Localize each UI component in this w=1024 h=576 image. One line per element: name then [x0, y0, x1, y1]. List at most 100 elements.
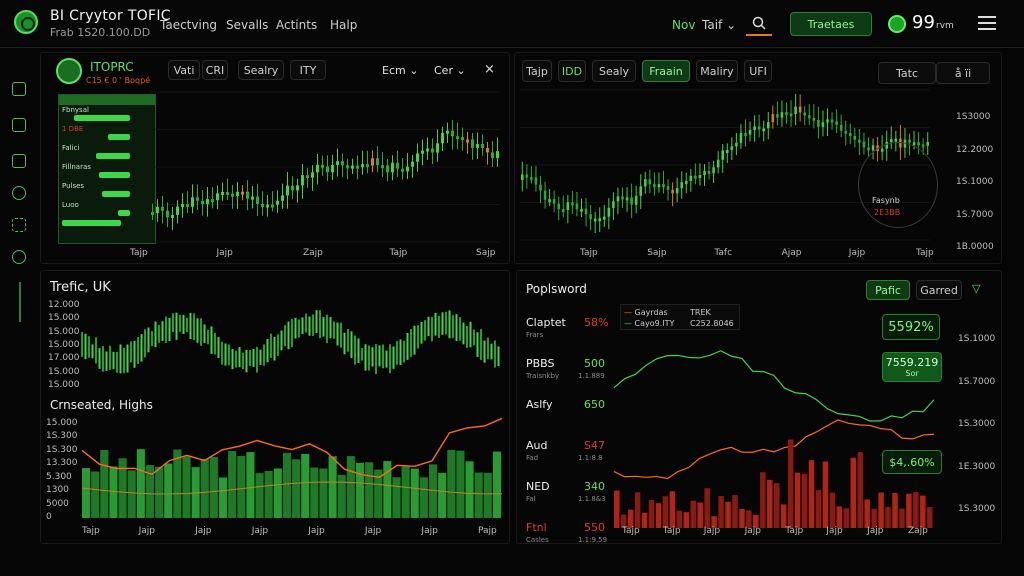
x-tick-label: Jajp — [364, 526, 382, 536]
portfolio-bar — [739, 508, 745, 528]
portfolio-green-line — [613, 350, 935, 422]
candle-body — [630, 197, 633, 205]
candle-body — [644, 179, 647, 187]
dropdown-tl-2[interactable]: Cer ⌄ — [434, 64, 466, 77]
volume-bar — [145, 465, 155, 518]
trades-button[interactable]: Traetaes — [790, 12, 872, 36]
portfolio-bar — [892, 492, 898, 528]
x-tick-label: Zajp — [303, 248, 323, 258]
y-tick-label: 13.300 — [46, 458, 78, 469]
nav-right-item[interactable]: Nov — [672, 18, 696, 32]
candle-body — [381, 165, 384, 169]
portfolio-bar — [641, 512, 648, 528]
x-tick-label: Sajp — [476, 248, 496, 258]
candle-body — [871, 145, 875, 151]
seg-tr-1[interactable]: Tatc — [878, 62, 936, 84]
candle-body — [186, 203, 189, 207]
globe-icon[interactable] — [12, 186, 26, 200]
garred-button[interactable]: Garred — [916, 280, 962, 300]
candle-body — [361, 164, 364, 168]
candle-body — [552, 199, 556, 204]
settings-icon[interactable] — [12, 218, 26, 232]
candle-body — [589, 214, 592, 220]
nav-item-2[interactable]: Sevalls — [226, 18, 269, 32]
candle-body — [271, 204, 274, 208]
hamburger-icon[interactable] — [978, 16, 996, 30]
volume-bar — [91, 471, 100, 518]
candle-body — [767, 122, 770, 129]
asset-value: 58% — [584, 316, 609, 329]
legend-name-1: Gayrdas — [634, 308, 668, 317]
candle-body — [908, 139, 911, 143]
nav-item-1[interactable]: Taectving — [160, 18, 218, 32]
candle-body — [311, 172, 314, 178]
candle-body — [621, 196, 624, 200]
home-icon[interactable] — [12, 82, 26, 96]
volume-bar — [155, 466, 164, 518]
candle-body — [716, 159, 720, 168]
asset-sub: Fad — [526, 454, 539, 462]
candle-body — [849, 133, 852, 137]
volume-bar — [264, 470, 273, 518]
candle-body — [712, 167, 715, 174]
candle-body — [466, 139, 469, 143]
wallet-icon[interactable] — [12, 154, 26, 168]
tab-tr-2[interactable]: IDD — [558, 60, 586, 82]
dropdown-tl-1[interactable]: Ecm ⌄ — [382, 64, 418, 77]
tab-tr-4[interactable]: Fraain — [642, 60, 690, 82]
x-tick-label: Sajp — [647, 248, 667, 258]
nav-item-3[interactable]: Actints — [276, 18, 318, 32]
nav-dropdown[interactable]: Taif ⌄ — [702, 18, 736, 32]
portfolio-bar — [725, 501, 731, 528]
asset-name: Aud — [526, 439, 548, 452]
candle-body — [356, 165, 359, 169]
tab-tl-1[interactable]: Vati — [168, 60, 200, 80]
candle-body — [593, 218, 597, 222]
search-button[interactable] — [746, 12, 772, 36]
volume-bar — [118, 458, 127, 518]
x-tick-label: Jajp — [826, 526, 843, 536]
asset-value: 550 — [584, 521, 605, 534]
pafic-button[interactable]: Pafic — [866, 280, 910, 300]
coin-logo-icon[interactable] — [14, 10, 38, 34]
x-tick-label: Tajp — [622, 526, 640, 536]
tab-tl-3[interactable]: Sealry — [238, 60, 284, 80]
tab-tr-3[interactable]: Sealy — [592, 60, 636, 82]
nav-item-4[interactable]: Halp — [330, 18, 358, 32]
volume-bar — [82, 468, 91, 518]
candle-body — [666, 186, 670, 190]
x-tick-label: Tajp — [580, 248, 598, 258]
filter-icon[interactable]: ▽ — [972, 282, 981, 295]
clock-icon[interactable] — [12, 250, 26, 264]
legend-name-2: Cayo9.ITY — [634, 319, 675, 328]
traffic-title: Trefic, UK — [50, 280, 111, 295]
portfolio-bar — [669, 491, 676, 528]
candle-body — [486, 148, 489, 153]
asset-name: PBBS — [526, 357, 555, 370]
y-tick-label: 1300 — [46, 485, 69, 496]
candle-body — [612, 201, 615, 208]
x-tick-label: Pajp — [478, 526, 497, 536]
legend-item-2: — Cayo9.ITY — [624, 319, 674, 328]
overlay-row-bar — [62, 220, 121, 226]
portfolio-bar — [906, 493, 912, 528]
seg-tr-2[interactable]: å ïi — [936, 62, 990, 84]
candle-body — [476, 143, 479, 148]
volume-bar — [410, 468, 419, 518]
x-axis-br: Tajp Tajp Jajp Jajp Tajp Jajp Jajp Zajp — [622, 526, 932, 538]
candle-body — [386, 165, 389, 173]
tab-tl-2[interactable]: CRI — [202, 60, 228, 80]
tab-tr-5[interactable]: Maliry — [696, 60, 738, 82]
chart-icon[interactable] — [12, 118, 26, 132]
dropdown-tl-2-label: Cer — [434, 64, 453, 77]
tab-tr-6[interactable]: UFI — [744, 60, 772, 82]
highs-line — [81, 417, 503, 478]
sidebar-scroll-indicator[interactable] — [19, 282, 21, 322]
tab-tl-4[interactable]: ITY — [290, 60, 326, 80]
close-icon[interactable]: × — [484, 62, 495, 77]
asset-value-sub: 1.1:8.8 — [578, 454, 603, 462]
tab-tr-1[interactable]: Tajp — [522, 60, 552, 82]
candle-body — [321, 164, 324, 168]
candle-body — [625, 197, 629, 201]
gauge-label-2: 2E3BB — [874, 208, 901, 217]
